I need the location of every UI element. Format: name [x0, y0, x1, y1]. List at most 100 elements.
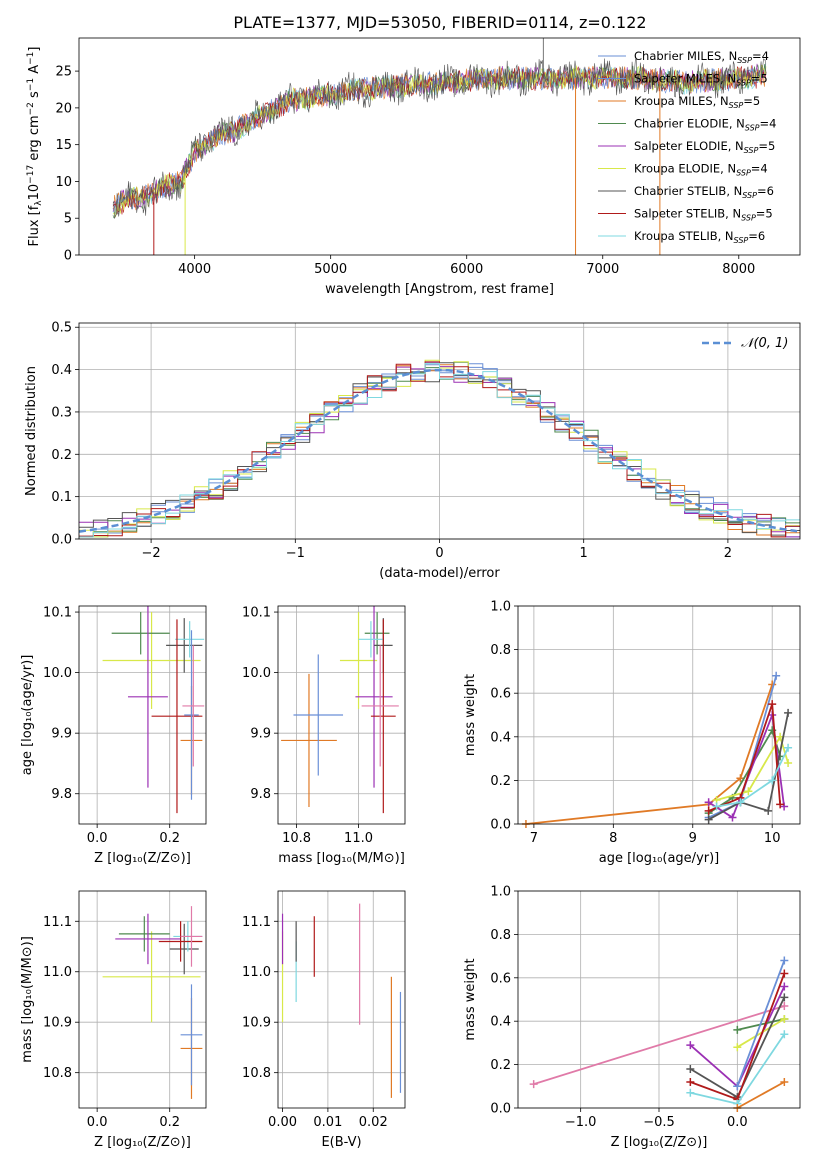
series-point: [784, 743, 793, 752]
series-point: [733, 1082, 742, 1091]
legend-label-text: Kroupa MILES, N: [634, 94, 729, 108]
y-tick-label: 0.3: [51, 405, 72, 420]
legend-label: Kroupa MILES, NSSP=5: [634, 94, 760, 110]
legend-label: Salpeter MILES, NSSP=5: [634, 72, 768, 88]
legend-label-eq: =4: [751, 162, 768, 176]
y-tick-label: 0.4: [490, 730, 511, 745]
series-point: [780, 1015, 789, 1024]
legend-label-sub: SSP: [736, 169, 751, 178]
series-point: [776, 800, 785, 809]
x-tick-label: 7000: [586, 262, 619, 277]
y-tick-label: 11.1: [43, 915, 72, 930]
y-axis-label: mass weight: [463, 674, 478, 756]
legend-label-sub: SSP: [745, 124, 760, 133]
x-tick-label: 0.01: [313, 1115, 342, 1130]
axes-frame: [78, 890, 207, 1109]
series-point: [784, 708, 793, 717]
x-tick-label: 9: [689, 831, 697, 846]
y-axis-label-part: A: [27, 65, 42, 78]
legend-label-text: Salpeter ELODIE, N: [634, 139, 744, 153]
legend-label-text: Kroupa ELODIE, N: [634, 162, 736, 176]
legend-label-text: Chabrier ELODIE, N: [634, 117, 745, 131]
legend-label-eq: =6: [748, 229, 765, 243]
y-tick-label: 9.9: [51, 727, 72, 742]
legend-label-text: Kroupa STELIB, N: [634, 229, 734, 243]
series-point: [736, 798, 745, 807]
x-axis-label: Z [log₁₀(Z/Z⊙)]: [611, 1135, 708, 1150]
y-tick-label: 10.8: [43, 1066, 72, 1081]
x-axis-label: Z [log₁₀(Z/Z⊙)]: [94, 1135, 191, 1150]
legend-label-eq: =5: [756, 207, 773, 221]
y-tick-label: 10.0: [43, 666, 72, 681]
y-tick-label: 0: [64, 249, 72, 264]
legend-label-eq: =4: [760, 117, 777, 131]
figure-title: PLATE=1377, MJD=53050, FIBERID=0114, z=0…: [233, 13, 646, 32]
legend-label: Salpeter STELIB, NSSP=5: [634, 207, 773, 223]
series-point: [529, 1080, 538, 1089]
legend-label: Chabrier MILES, NSSP=4: [634, 49, 769, 65]
y-tick-label: 1.0: [490, 600, 511, 615]
x-tick-label: 8: [609, 831, 617, 846]
series-point: [686, 1077, 695, 1086]
x-tick-label: 0.02: [359, 1115, 388, 1130]
series-point: [704, 806, 713, 815]
legend-label-sub: SSP: [736, 79, 751, 88]
series-point: [686, 1064, 695, 1073]
x-tick-label: −0.5: [643, 1115, 675, 1130]
residuals-panel: −2 −1 0 1 2 0.0 0.1 0.2 0.3 0.4 0.5 (data-model)/er…: [24, 321, 801, 581]
y-tick-label: 0.8: [490, 928, 511, 943]
x-axis-label: (data-model)/error: [379, 566, 500, 581]
x-axis-label: wavelength [Angstrom, rest frame]: [325, 282, 554, 297]
y-tick-label: 0.2: [490, 1058, 511, 1073]
series-point: [744, 787, 753, 796]
y-tick-label: 15: [55, 138, 72, 153]
y-axis-label: mass [log₁₀(M/M⊙)]: [20, 936, 35, 1063]
x-tick-label: −1.0: [565, 1115, 597, 1130]
y-axis-label: mass weight: [463, 958, 478, 1040]
x-tick-label: 0.0: [87, 831, 108, 846]
y-axis-label: Flux [fλ10−17 erg cm−2 s−1 A−1]: [26, 47, 44, 247]
x-tick-label: 10: [764, 831, 781, 846]
x-axis-label: Z [log₁₀(Z/Z⊙)]: [94, 851, 191, 866]
legend-label-sub: SSP: [729, 101, 744, 110]
series-point: [780, 969, 789, 978]
y-tick-label: 11.0: [242, 965, 271, 980]
y-tick-label: 10.0: [242, 666, 271, 681]
axes-frame: [78, 37, 801, 256]
legend-label-text: Chabrier MILES, N: [634, 49, 737, 63]
y-tick-label: 0.6: [490, 971, 511, 986]
y-tick-label: 20: [55, 101, 72, 116]
axes-frame: [78, 322, 801, 540]
y-tick-label: 0.1: [51, 490, 72, 505]
x-tick-label: 11.0: [344, 831, 373, 846]
legend-label-sub: SSP: [737, 56, 752, 65]
y-tick-label: 0.4: [51, 363, 72, 378]
series-point: [728, 813, 737, 822]
x-tick-label: −1: [286, 546, 305, 561]
massweight_vs_Z-panel: −1.0 −0.5 0.0 0.0 0.2 0.4 0.6 0.8 1.0 Z [log₁₀(Z/…: [463, 885, 801, 1150]
legend-label: 𝒩(0, 1): [741, 336, 788, 351]
legend-label: Salpeter ELODIE, NSSP=5: [634, 139, 775, 155]
y-tick-label: 25: [55, 65, 72, 80]
y-tick-label: 11.0: [43, 965, 72, 980]
y-tick-label: 10.1: [43, 606, 72, 621]
series-point: [704, 798, 713, 807]
series-point: [733, 1025, 742, 1034]
series-point: [686, 1041, 695, 1050]
x-tick-label: 0.00: [268, 1115, 297, 1130]
x-axis-label: mass [log₁₀(M/M⊙)]: [278, 851, 405, 866]
series-line: [708, 712, 789, 821]
y-tick-label: 1.0: [490, 885, 511, 900]
series-point: [704, 815, 713, 824]
legend-label: Kroupa STELIB, NSSP=6: [634, 229, 765, 245]
spectrum-line: [112, 64, 767, 218]
y-tick-label: 0.0: [490, 818, 511, 833]
series-point: [780, 1002, 789, 1011]
y-axis-label-part: −2: [26, 102, 36, 115]
y-tick-label: 0.5: [51, 321, 72, 336]
series-point: [733, 1043, 742, 1052]
axes-frame: [277, 890, 406, 1109]
massweight_vs_age-panel: 7 8 9 10 0.0 0.2 0.4 0.6 0.8 1.0 age [log₁₀(age/yr…: [463, 600, 801, 866]
legend-label-text: Salpeter STELIB, N: [634, 207, 741, 221]
